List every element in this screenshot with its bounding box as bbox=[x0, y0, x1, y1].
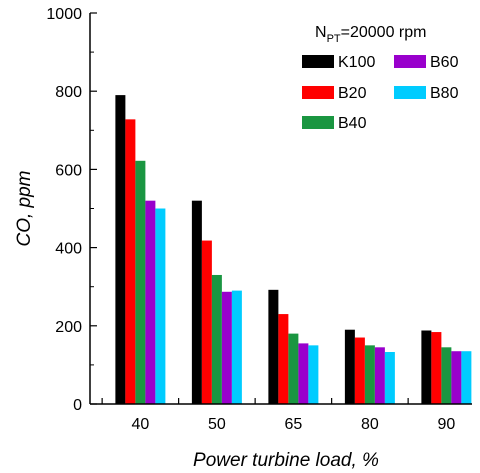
legend-label-b40: B40 bbox=[338, 115, 367, 132]
legend-title: NPT=20000 rpm bbox=[315, 24, 426, 45]
y-axis-title: CO, ppm bbox=[14, 170, 35, 246]
x-tick-label: 80 bbox=[361, 416, 379, 433]
bar-b40-80 bbox=[364, 345, 375, 404]
bar-b20-65 bbox=[278, 314, 289, 404]
legend-label-k100: K100 bbox=[338, 54, 375, 71]
y-tick-label: 800 bbox=[55, 84, 82, 101]
y-tick-label: 1000 bbox=[46, 6, 82, 23]
x-tick-label: 50 bbox=[208, 416, 226, 433]
legend-label-b20: B20 bbox=[338, 85, 367, 102]
bar-k100-90 bbox=[421, 330, 432, 404]
bar-b60-65 bbox=[298, 343, 309, 404]
legend-swatch-k100 bbox=[302, 55, 334, 68]
x-tick-label: 40 bbox=[131, 416, 149, 433]
bar-b20-90 bbox=[431, 332, 442, 404]
axes-group: 0 200 400 600 800 1000 40 50 65 80 90 bbox=[46, 6, 472, 433]
bar-b40-90 bbox=[441, 347, 452, 404]
bar-b80-50 bbox=[231, 290, 242, 404]
bar-b60-40 bbox=[145, 200, 156, 404]
bar-b20-50 bbox=[201, 240, 212, 404]
bar-b80-80 bbox=[384, 351, 395, 404]
bar-b60-90 bbox=[451, 351, 462, 404]
bar-b40-65 bbox=[288, 333, 299, 404]
y-tick-label: 0 bbox=[73, 397, 82, 414]
bar-k100-50 bbox=[191, 200, 202, 404]
y-tick-label: 400 bbox=[55, 241, 82, 258]
y-tick-label: 200 bbox=[55, 319, 82, 336]
bar-k100-65 bbox=[268, 289, 279, 404]
bar-b80-40 bbox=[155, 208, 166, 404]
bar-k100-80 bbox=[344, 329, 355, 404]
bar-k100-40 bbox=[115, 95, 126, 405]
y-tick-label: 600 bbox=[55, 162, 82, 179]
legend-swatch-b40 bbox=[302, 116, 334, 129]
legend-swatch-b60 bbox=[394, 55, 426, 68]
bar-b80-65 bbox=[308, 345, 319, 404]
bar-b60-50 bbox=[221, 291, 232, 404]
legend-label-b80: B80 bbox=[430, 85, 459, 102]
legend-swatch-b20 bbox=[302, 86, 334, 99]
x-tick-label: 65 bbox=[284, 416, 302, 433]
legend-swatch-b80 bbox=[394, 86, 426, 99]
bar-b20-80 bbox=[354, 337, 365, 404]
bar-b80-90 bbox=[461, 351, 472, 404]
bar-b40-40 bbox=[135, 160, 146, 404]
bar-b40-50 bbox=[211, 274, 222, 404]
x-axis-title: Power turbine load, % bbox=[193, 450, 379, 471]
bars-group bbox=[115, 95, 472, 405]
bar-b60-80 bbox=[374, 347, 385, 404]
legend-label-b60: B60 bbox=[430, 54, 459, 71]
legend: NPT=20000 rpm K100 B20 B40 B60 B80 bbox=[302, 24, 459, 132]
x-tick-label: 90 bbox=[437, 416, 455, 433]
bar-b20-40 bbox=[125, 119, 136, 405]
